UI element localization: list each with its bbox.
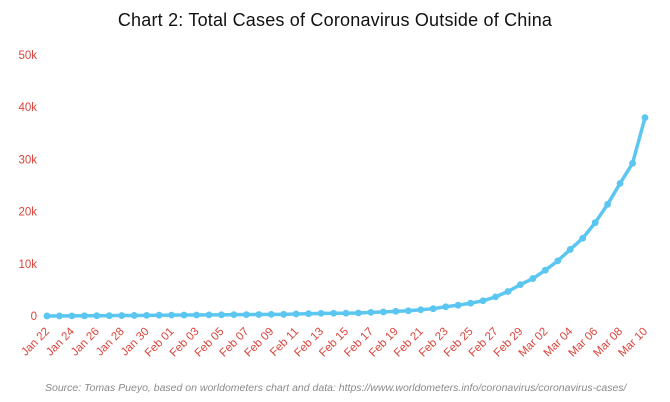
- svg-text:0: 0: [31, 311, 37, 323]
- svg-text:20k: 20k: [18, 207, 37, 219]
- svg-text:30k: 30k: [18, 154, 37, 166]
- source-note: Source: Tomas Pueyo, based on worldomete…: [45, 382, 627, 394]
- chart-title: Chart 2: Total Cases of Coronavirus Outs…: [117, 10, 553, 30]
- svg-text:50k: 50k: [18, 50, 37, 62]
- svg-text:10k: 10k: [18, 259, 37, 271]
- svg-text:40k: 40k: [18, 102, 37, 114]
